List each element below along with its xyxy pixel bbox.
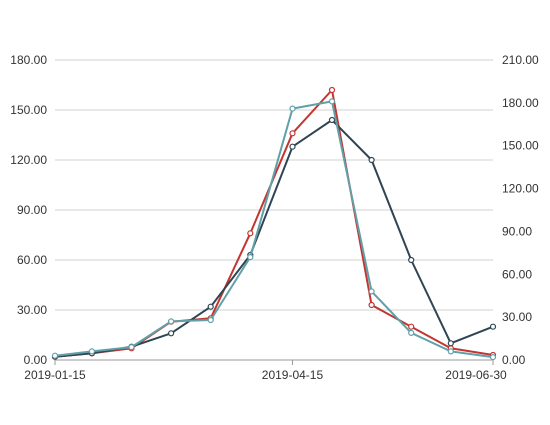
x-tick-label: 2019-04-15 (262, 368, 324, 382)
series-1 (51, 86, 497, 360)
data-point[interactable] (247, 230, 254, 237)
data-point[interactable] (168, 318, 175, 325)
data-point[interactable] (51, 352, 59, 359)
data-point[interactable] (408, 329, 415, 336)
data-point[interactable] (489, 354, 497, 361)
data-point[interactable] (88, 348, 96, 355)
series-2 (51, 116, 497, 360)
left-y-tick-label: 60.00 (17, 253, 47, 267)
data-point[interactable] (168, 330, 175, 337)
right-y-tick-label: 0.00 (502, 353, 526, 367)
right-y-tick-label: 210.00 (502, 53, 539, 67)
right-y-tick-label: 150.00 (502, 139, 539, 153)
data-point[interactable] (489, 323, 497, 330)
data-point[interactable] (447, 340, 454, 347)
data-point[interactable] (328, 98, 336, 105)
left-y-tick-label: 30.00 (17, 303, 47, 317)
right-y-tick-label: 90.00 (502, 224, 532, 238)
x-tick-label: 2019-01-15 (24, 368, 86, 382)
left-y-tick-label: 180.00 (10, 53, 47, 67)
left-y-tick-label: 90.00 (17, 203, 47, 217)
left-y-tick-label: 120.00 (10, 153, 47, 167)
left-y-axis: 0.00 30.00 60.00 90.00 120.00 150.00 180.00 (10, 53, 47, 367)
data-point[interactable] (207, 303, 214, 310)
series-lines (51, 86, 497, 361)
series-line (54, 89, 494, 358)
data-point[interactable] (408, 323, 415, 330)
data-point[interactable] (289, 143, 296, 150)
data-point[interactable] (408, 256, 415, 264)
right-y-tick-label: 180.00 (502, 96, 539, 110)
data-point[interactable] (368, 288, 375, 295)
data-point[interactable] (128, 344, 135, 351)
data-point[interactable] (289, 130, 296, 137)
right-y-tick-label: 30.00 (502, 310, 532, 324)
data-point[interactable] (328, 116, 336, 124)
right-y-tick-label: 120.00 (502, 182, 539, 196)
series-3 (51, 98, 497, 361)
data-point[interactable] (289, 105, 296, 112)
grid-lines (55, 59, 493, 311)
left-y-tick-label: 0.00 (24, 353, 48, 367)
data-point[interactable] (247, 254, 254, 261)
data-point[interactable] (368, 301, 375, 309)
data-point[interactable] (207, 316, 214, 324)
right-y-axis: 0.00 30.00 60.00 90.00 120.00 150.00 180.00 210… (502, 53, 539, 367)
data-point[interactable] (368, 156, 375, 164)
series-line (54, 100, 494, 359)
data-point[interactable] (328, 86, 336, 94)
x-axis: 2019-01-15 2019-04-15 2019-06-30 (24, 360, 507, 382)
data-point[interactable] (447, 348, 454, 355)
left-y-tick-label: 150.00 (10, 103, 47, 117)
series-line (54, 119, 494, 358)
right-y-tick-label: 60.00 (502, 267, 532, 281)
x-tick-label: 2019-06-30 (445, 368, 507, 382)
